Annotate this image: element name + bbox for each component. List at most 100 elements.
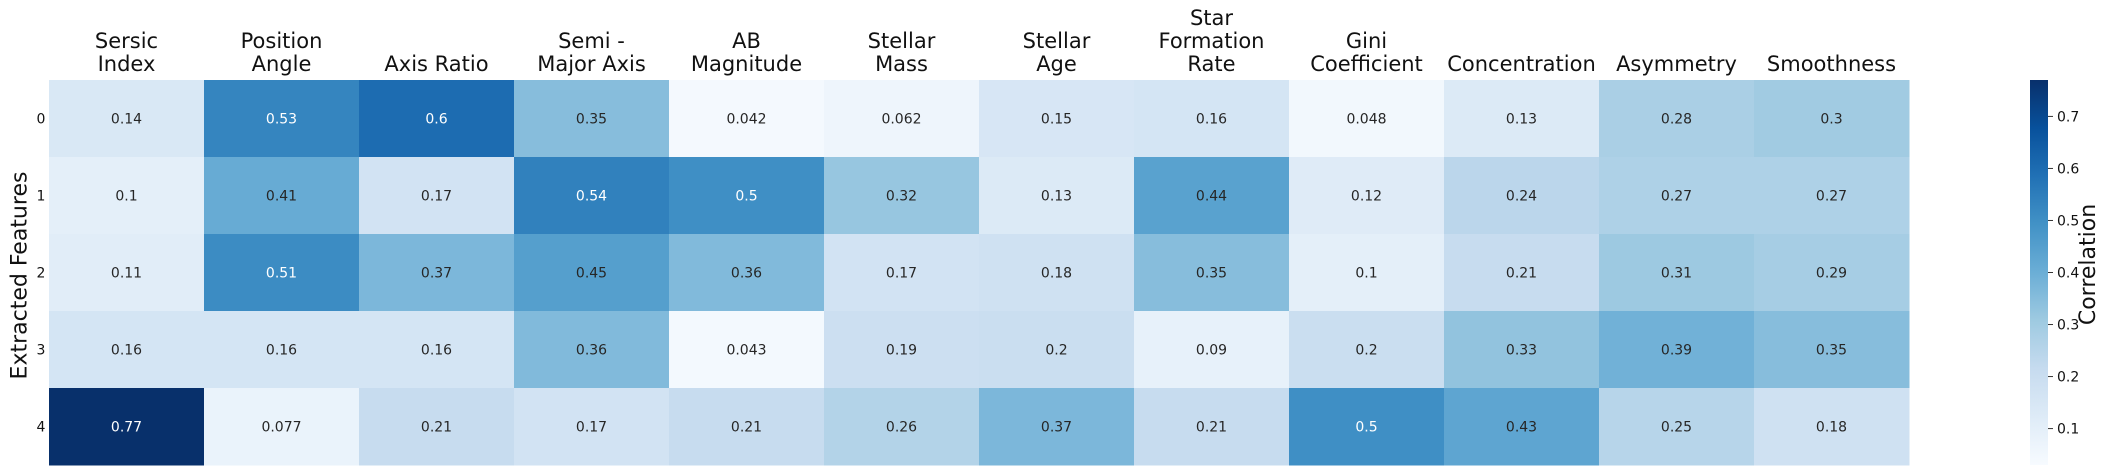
colorbar-tick-label: 0.5 bbox=[2057, 213, 2079, 229]
heatmap-cell bbox=[1289, 157, 1445, 235]
cell-value-label: 0.1 bbox=[115, 189, 137, 205]
heatmap-cell bbox=[824, 234, 980, 312]
heatmap-cell bbox=[824, 80, 980, 158]
colorbar-tick-label: 0.6 bbox=[2057, 161, 2079, 177]
heatmap-cell bbox=[1289, 234, 1445, 312]
cell-value-label: 0.2 bbox=[1355, 343, 1377, 359]
cell-value-label: 0.062 bbox=[881, 112, 921, 128]
cell-value-label: 0.41 bbox=[266, 189, 297, 205]
heatmap-cell bbox=[1754, 234, 1910, 312]
heatmap-cell bbox=[1289, 80, 1445, 158]
cell-value-label: 0.36 bbox=[576, 343, 607, 359]
heatmap-cell bbox=[204, 80, 360, 158]
cell-value-label: 0.21 bbox=[731, 420, 762, 436]
cell-value-label: 0.21 bbox=[421, 420, 452, 436]
heatmap-cell bbox=[1754, 80, 1910, 158]
colorbar-tick-label: 0.3 bbox=[2057, 318, 2079, 334]
cell-value-label: 0.16 bbox=[111, 343, 142, 359]
cell-value-label: 0.5 bbox=[1355, 420, 1377, 436]
y-axis-label: Extracted Features bbox=[7, 171, 33, 379]
heatmap-cell bbox=[1134, 157, 1290, 235]
heatmap-cell bbox=[514, 388, 670, 466]
heatmap-cell bbox=[979, 311, 1135, 389]
heatmap-cell bbox=[1599, 157, 1755, 235]
cell-value-label: 0.26 bbox=[886, 420, 917, 436]
cell-value-label: 0.27 bbox=[1661, 189, 1692, 205]
cell-value-label: 0.28 bbox=[1661, 112, 1692, 128]
cell-value-label: 0.16 bbox=[1196, 112, 1227, 128]
heatmap-cell bbox=[979, 157, 1135, 235]
heatmap-cell bbox=[49, 80, 205, 158]
heatmap-cell bbox=[1289, 311, 1445, 389]
heatmap-cell bbox=[514, 80, 670, 158]
colorbar-label: Correlation bbox=[2076, 203, 2102, 325]
heatmap-cell bbox=[1444, 157, 1600, 235]
heatmap-cell bbox=[1134, 311, 1290, 389]
heatmap-cell bbox=[49, 388, 205, 466]
heatmap-cell bbox=[514, 311, 670, 389]
heatmap-cell bbox=[1134, 80, 1290, 158]
heatmap-cell bbox=[1754, 157, 1910, 235]
heatmap-cell bbox=[1754, 388, 1910, 466]
cell-value-label: 0.21 bbox=[1196, 420, 1227, 436]
heatmap-cell bbox=[1134, 388, 1290, 466]
heatmap-cell bbox=[1444, 234, 1600, 312]
cell-value-label: 0.13 bbox=[1041, 189, 1072, 205]
heatmap-cell bbox=[359, 311, 515, 389]
column-label: Sersic Index bbox=[95, 29, 158, 76]
column-label: Stellar Age bbox=[1023, 29, 1091, 76]
heatmap-cell bbox=[1599, 80, 1755, 158]
cell-value-label: 0.35 bbox=[1816, 343, 1847, 359]
column-label: Star Formation Rate bbox=[1159, 6, 1265, 76]
heatmap-cell bbox=[359, 234, 515, 312]
cell-value-label: 0.17 bbox=[576, 420, 607, 436]
heatmap-cell bbox=[1599, 388, 1755, 466]
heatmap-cell bbox=[204, 311, 360, 389]
heatmap-cell bbox=[669, 80, 825, 158]
cell-value-label: 0.14 bbox=[111, 112, 142, 128]
cell-value-label: 0.25 bbox=[1661, 420, 1692, 436]
column-label: Stellar Mass bbox=[868, 29, 936, 76]
cell-value-label: 0.042 bbox=[726, 112, 766, 128]
heatmap-cell bbox=[669, 234, 825, 312]
cell-value-label: 0.043 bbox=[726, 343, 766, 359]
row-label: 2 bbox=[37, 266, 46, 282]
cell-value-label: 0.77 bbox=[111, 420, 142, 436]
heatmap-cell bbox=[1754, 311, 1910, 389]
cell-value-label: 0.17 bbox=[421, 189, 452, 205]
heatmap-cells: 0.14 0.53 0.6 0.35 0.042 0.062 0.15 0.16 0.048 0.… bbox=[49, 80, 1910, 466]
cell-value-label: 0.39 bbox=[1661, 343, 1692, 359]
heatmap-cell bbox=[204, 157, 360, 235]
cell-value-label: 0.048 bbox=[1346, 112, 1386, 128]
cell-value-label: 0.2 bbox=[1045, 343, 1067, 359]
heatmap-cell bbox=[669, 157, 825, 235]
colorbar-tick-label: 0.2 bbox=[2057, 370, 2079, 386]
column-label: Position Angle bbox=[241, 29, 323, 76]
cell-value-label: 0.6 bbox=[425, 112, 447, 128]
heatmap-cell bbox=[824, 157, 980, 235]
column-labels: Sersic Index Position Angle Axis Ratio Semi -… bbox=[95, 6, 1896, 76]
colorbar-ticks: 0.1 0.2 0.3 0.4 0.5 0.6 0.7 bbox=[2048, 109, 2079, 438]
heatmap-cell bbox=[49, 157, 205, 235]
cell-value-label: 0.17 bbox=[886, 266, 917, 282]
cell-value-label: 0.09 bbox=[1196, 343, 1227, 359]
cell-value-label: 0.12 bbox=[1351, 189, 1382, 205]
cell-value-label: 0.43 bbox=[1506, 420, 1537, 436]
column-label: Semi -Major Axis bbox=[537, 29, 646, 76]
colorbar-tick-label: 0.7 bbox=[2057, 109, 2079, 125]
heatmap-cell bbox=[1444, 388, 1600, 466]
cell-value-label: 0.44 bbox=[1196, 189, 1227, 205]
cell-value-label: 0.35 bbox=[1196, 266, 1227, 282]
column-label: Gini Coefficient bbox=[1310, 29, 1423, 76]
cell-value-label: 0.29 bbox=[1816, 266, 1847, 282]
heatmap-cell bbox=[514, 157, 670, 235]
heatmap-cell bbox=[49, 234, 205, 312]
heatmap-cell bbox=[979, 388, 1135, 466]
cell-value-label: 0.5 bbox=[735, 189, 757, 205]
heatmap-cell bbox=[1599, 311, 1755, 389]
cell-value-label: 0.31 bbox=[1661, 266, 1692, 282]
heatmap-cell bbox=[824, 388, 980, 466]
heatmap-cell bbox=[359, 388, 515, 466]
cell-value-label: 0.51 bbox=[266, 266, 297, 282]
column-label: Asymmetry bbox=[1616, 52, 1737, 76]
